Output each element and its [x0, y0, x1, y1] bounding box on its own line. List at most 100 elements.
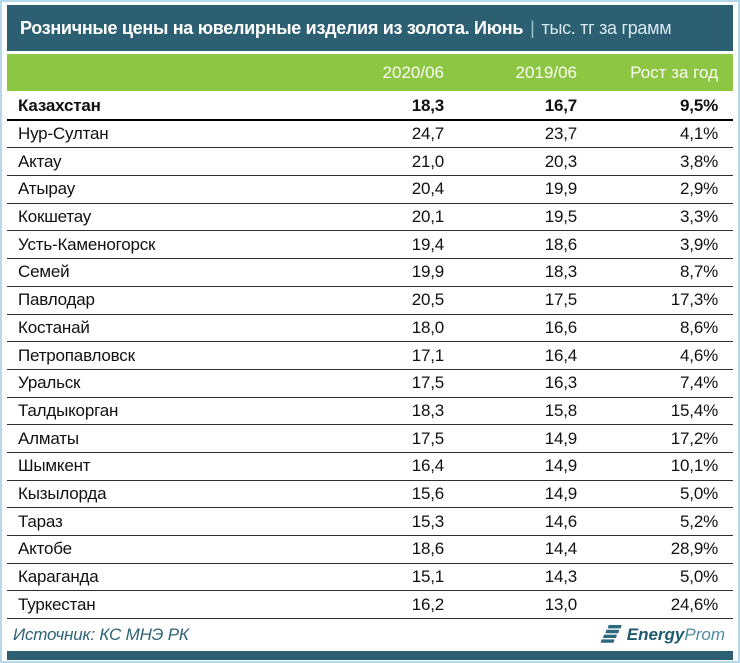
- table-row: Туркестан 16,2 13,0 24,6%: [7, 591, 733, 620]
- region-name: Костанай: [18, 317, 90, 337]
- price-2020: 16,4: [411, 456, 444, 476]
- footer: Источник: КС МНЭ РК EnergyProm: [7, 619, 733, 650]
- region-name: Алматы: [18, 428, 79, 448]
- energyprom-logo: EnergyProm: [600, 624, 725, 645]
- growth-rate: 3,8%: [680, 151, 718, 171]
- region-name: Уральск: [18, 373, 81, 393]
- table-row: Костанай 18,0 16,6 8,6%: [7, 315, 733, 343]
- price-2019: 23,7: [544, 124, 577, 144]
- region-name: Кокшетау: [18, 207, 92, 227]
- table-row: Актобе 18,6 14,4 28,9%: [7, 536, 733, 564]
- price-2020: 17,5: [411, 428, 444, 448]
- price-2020: 19,4: [411, 234, 444, 254]
- price-2019: 16,7: [544, 95, 577, 115]
- growth-rate: 17,3%: [670, 290, 718, 310]
- region-name: Усть-Каменогорск: [18, 234, 156, 254]
- bottom-accent-bar: [7, 651, 733, 661]
- price-2020: 18,3: [411, 400, 444, 420]
- region-name: Шымкент: [18, 456, 91, 476]
- region-name: Павлодар: [18, 290, 95, 310]
- price-2019: 13,0: [544, 594, 577, 614]
- price-2020: 19,9: [411, 262, 444, 282]
- title-separator: |: [530, 17, 535, 38]
- price-2019: 16,6: [544, 317, 577, 337]
- region-name: Семей: [18, 262, 70, 282]
- column-header-band: 2020/06 2019/06 Рост за год: [7, 54, 733, 91]
- price-2020: 17,1: [411, 345, 444, 365]
- region-name: Кызылорда: [18, 483, 107, 503]
- table-row: Петропавловск 17,1 16,4 4,6%: [7, 342, 733, 370]
- price-2020: 20,1: [411, 207, 444, 227]
- growth-rate: 4,1%: [680, 124, 718, 144]
- price-2019: 19,5: [544, 207, 577, 227]
- table-row: Атырау 20,4 19,9 2,9%: [7, 176, 733, 204]
- growth-rate: 10,1%: [670, 456, 718, 476]
- region-name: Талдыкорган: [18, 400, 119, 420]
- price-2020: 17,5: [411, 373, 444, 393]
- price-2019: 18,3: [544, 262, 577, 282]
- growth-rate: 8,6%: [680, 317, 718, 337]
- price-2020: 18,6: [411, 539, 444, 559]
- price-2019: 15,8: [544, 400, 577, 420]
- logo-text-energy: Energy: [626, 624, 685, 644]
- table-row: Кызылорда 15,6 14,9 5,0%: [7, 481, 733, 509]
- column-header-2019: 2019/06: [515, 62, 577, 82]
- logo-text-prom: Prom: [684, 624, 725, 644]
- price-2019: 17,5: [544, 290, 577, 310]
- growth-rate: 5,2%: [680, 511, 718, 531]
- price-2019: 20,3: [544, 151, 577, 171]
- title-unit-label: тыс. тг за грамм: [541, 17, 672, 38]
- price-2019: 14,9: [544, 483, 577, 503]
- price-2020: 20,4: [411, 179, 444, 199]
- price-2019: 19,9: [544, 179, 577, 199]
- price-2020: 16,2: [411, 594, 444, 614]
- region-name: Нур-Султан: [18, 124, 109, 144]
- table-row: Тараз 15,3 14,6 5,2%: [7, 508, 733, 536]
- table-row: Караганда 15,1 14,3 5,0%: [7, 564, 733, 592]
- region-name: Атырау: [18, 179, 75, 199]
- growth-rate: 15,4%: [670, 400, 718, 420]
- price-2020: 18,3: [411, 95, 444, 115]
- price-2019: 16,3: [544, 373, 577, 393]
- region-name: Караганда: [18, 567, 99, 587]
- table-row: Кокшетау 20,1 19,5 3,3%: [7, 204, 733, 232]
- price-2019: 16,4: [544, 345, 577, 365]
- growth-rate: 3,9%: [680, 234, 718, 254]
- energyprom-bars-icon: [600, 625, 622, 643]
- price-2019: 14,6: [544, 511, 577, 531]
- growth-rate: 4,6%: [680, 345, 718, 365]
- growth-rate: 7,4%: [680, 373, 718, 393]
- region-name: Тараз: [18, 511, 63, 531]
- table-row: Талдыкорган 18,3 15,8 15,4%: [7, 398, 733, 426]
- table-row: Уральск 17,5 16,3 7,4%: [7, 370, 733, 398]
- column-header-growth: Рост за год: [630, 62, 718, 82]
- growth-rate: 9,5%: [680, 95, 718, 115]
- table-row: Семей 19,9 18,3 8,7%: [7, 259, 733, 287]
- growth-rate: 2,9%: [680, 179, 718, 199]
- growth-rate: 28,9%: [670, 539, 718, 559]
- table-row: Шымкент 16,4 14,9 10,1%: [7, 453, 733, 481]
- price-2019: 18,6: [544, 234, 577, 254]
- price-2020: 20,5: [411, 290, 444, 310]
- price-2020: 18,0: [411, 317, 444, 337]
- growth-rate: 17,2%: [670, 428, 718, 448]
- growth-rate: 3,3%: [680, 207, 718, 227]
- region-name: Петропавловск: [18, 345, 135, 365]
- region-name: Актобе: [18, 539, 72, 559]
- growth-rate: 8,7%: [680, 262, 718, 282]
- logo-text: EnergyProm: [627, 625, 725, 645]
- price-2020: 21,0: [411, 151, 444, 171]
- region-name: Актау: [18, 151, 62, 171]
- price-2020: 15,6: [411, 483, 444, 503]
- region-name: Туркестан: [18, 594, 96, 614]
- growth-rate: 24,6%: [670, 594, 718, 614]
- price-2019: 14,3: [544, 567, 577, 587]
- table-row: Казахстан 18,3 16,7 9,5%: [7, 93, 733, 121]
- price-2019: 14,9: [544, 456, 577, 476]
- price-2020: 15,3: [411, 511, 444, 531]
- price-2020: 15,1: [411, 567, 444, 587]
- price-2020: 24,7: [411, 124, 444, 144]
- growth-rate: 5,0%: [680, 483, 718, 503]
- table-row: Нур-Султан 24,7 23,7 4,1%: [7, 121, 733, 149]
